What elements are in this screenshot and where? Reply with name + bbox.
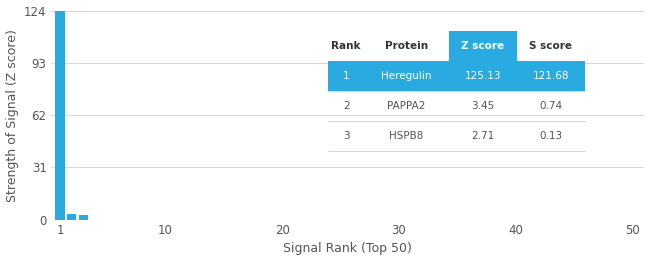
Bar — [79, 215, 88, 220]
Text: 0.74: 0.74 — [540, 101, 562, 111]
Text: S score: S score — [529, 41, 573, 51]
Text: Heregulin: Heregulin — [381, 71, 432, 81]
Bar — [55, 9, 65, 220]
Text: Rank: Rank — [332, 41, 361, 51]
X-axis label: Signal Rank (Top 50): Signal Rank (Top 50) — [283, 242, 412, 256]
Text: 0.13: 0.13 — [540, 131, 562, 141]
Text: 121.68: 121.68 — [532, 71, 569, 81]
Y-axis label: Strength of Signal (Z score): Strength of Signal (Z score) — [6, 29, 19, 201]
Text: 1: 1 — [343, 71, 350, 81]
Text: 2: 2 — [343, 101, 350, 111]
Text: 125.13: 125.13 — [464, 71, 501, 81]
Text: HSPB8: HSPB8 — [389, 131, 423, 141]
Text: 3.45: 3.45 — [471, 101, 494, 111]
Text: Z score: Z score — [461, 41, 504, 51]
Text: PAPPA2: PAPPA2 — [387, 101, 426, 111]
Bar — [67, 214, 77, 220]
Text: Protein: Protein — [385, 41, 428, 51]
Text: 3: 3 — [343, 131, 350, 141]
Text: 2.71: 2.71 — [471, 131, 494, 141]
